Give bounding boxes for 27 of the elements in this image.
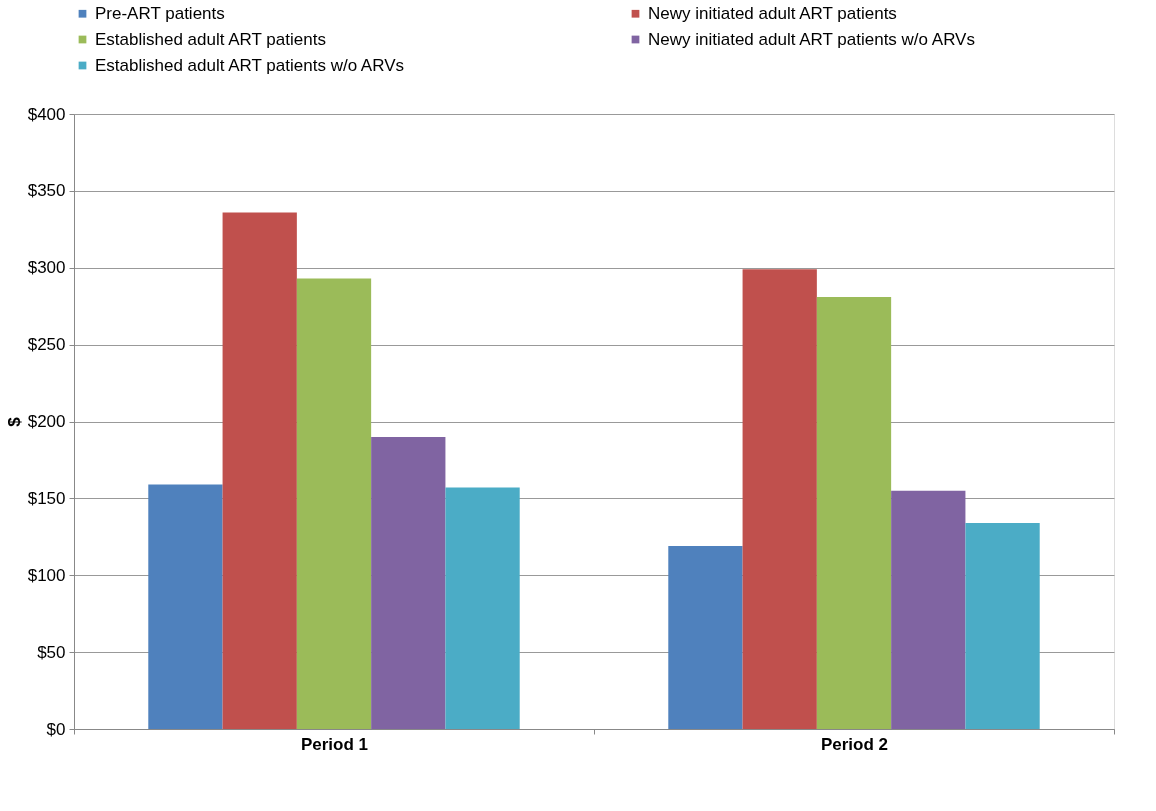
y-tick-label: $200 xyxy=(27,412,66,431)
bar xyxy=(222,212,297,729)
bar xyxy=(296,278,372,729)
x-tick-label: Period 2 xyxy=(820,734,889,754)
bar xyxy=(891,490,966,729)
bar xyxy=(816,296,892,729)
y-tick-label: $100 xyxy=(27,565,66,585)
bar xyxy=(371,436,446,729)
y-tick-label: $50 xyxy=(37,642,66,662)
y-tick-label: $250 xyxy=(27,335,66,355)
bar xyxy=(742,269,817,729)
legend-label: Established adult ART patients xyxy=(95,29,326,49)
bar xyxy=(965,522,1040,729)
legend-label: Newy initiated adult ART patients w/o ARVs xyxy=(648,29,975,49)
legend-label: Pre-ART patients xyxy=(95,3,225,23)
legend-label: Newy initiated adult ART patients xyxy=(648,3,897,23)
legend-label: Established adult ART patients w/o ARVs xyxy=(95,55,405,75)
y-axis-title: $ xyxy=(4,416,24,427)
y-tick-label: $0 xyxy=(46,719,66,739)
y-tick-label: $300 xyxy=(27,258,66,278)
bar xyxy=(445,487,520,729)
bar xyxy=(148,484,223,729)
y-tick-label: $400 xyxy=(27,104,66,124)
bar xyxy=(668,546,743,729)
y-tick-label: $150 xyxy=(27,488,66,508)
x-tick-label: Period 1 xyxy=(300,734,369,754)
y-tick-label: $350 xyxy=(27,181,66,201)
